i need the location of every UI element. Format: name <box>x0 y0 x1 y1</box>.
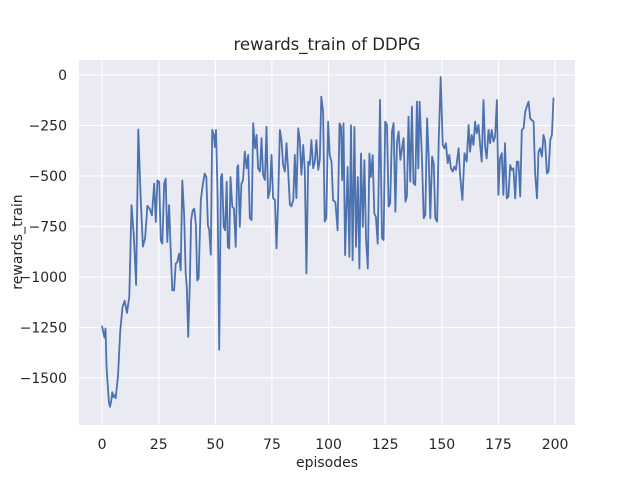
y-tick-label: −250 <box>29 118 67 134</box>
y-tick-label: −500 <box>29 169 67 185</box>
tick-labels: 0 25 50 75 100 125 150 175 200 0 −250 −500 −750 −1000… <box>20 68 569 453</box>
chart-title: rewards_train of DDPG <box>234 35 421 55</box>
x-axis-label: episodes <box>296 455 358 471</box>
y-tick-label: −750 <box>29 219 67 235</box>
x-tick-label: 50 <box>206 437 224 453</box>
y-axis-label: rewards_train <box>10 194 26 289</box>
y-tick-label: 0 <box>58 68 67 84</box>
x-tick-label: 0 <box>98 437 107 453</box>
x-tick-label: 125 <box>372 437 399 453</box>
x-tick-label: 150 <box>428 437 455 453</box>
x-tick-label: 25 <box>150 437 168 453</box>
y-tick-label: −1250 <box>20 320 67 336</box>
x-tick-label: 200 <box>542 437 569 453</box>
plot-background <box>79 60 575 425</box>
x-tick-label: 75 <box>263 437 281 453</box>
x-tick-label: 100 <box>315 437 342 453</box>
y-tick-label: −1000 <box>20 270 67 286</box>
plot-area <box>79 60 575 425</box>
x-tick-label: 175 <box>485 437 512 453</box>
y-tick-label: −1500 <box>20 371 67 387</box>
rewards-train-series-line <box>101 76 555 408</box>
